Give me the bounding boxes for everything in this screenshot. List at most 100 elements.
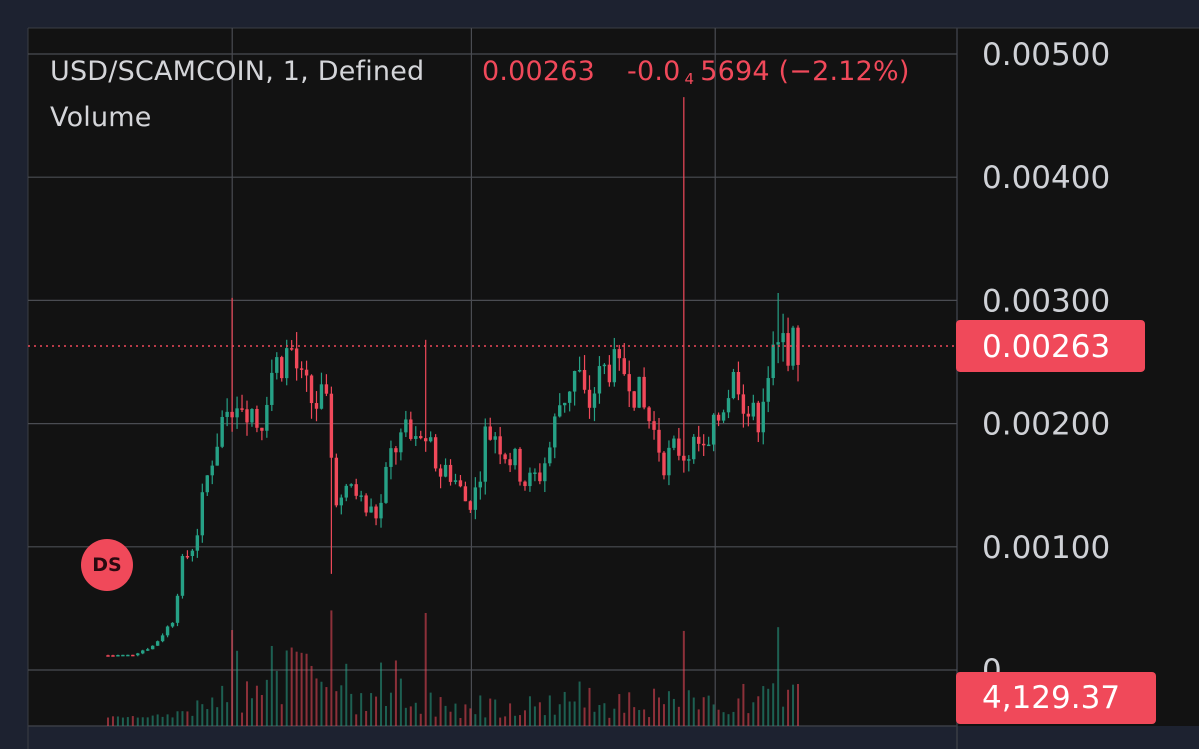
candle-body bbox=[275, 357, 279, 373]
volume-bar bbox=[226, 702, 229, 726]
volume-bar bbox=[613, 708, 616, 726]
volume-bar bbox=[360, 693, 363, 726]
volume-bar bbox=[692, 697, 695, 726]
volume-bar bbox=[459, 717, 462, 726]
candle-body bbox=[582, 369, 587, 390]
volume-bar bbox=[196, 700, 199, 726]
volume-bar bbox=[479, 695, 482, 726]
volume-bar bbox=[345, 663, 348, 726]
candle-body bbox=[309, 375, 314, 404]
candle-body bbox=[741, 394, 746, 414]
volume-bar bbox=[141, 717, 144, 726]
volume-bar bbox=[221, 685, 224, 726]
volume-bar bbox=[707, 695, 710, 726]
last-price-header: 0.00263 bbox=[482, 56, 596, 87]
volume-bar bbox=[181, 711, 184, 726]
candle-body bbox=[131, 654, 135, 657]
volume-bar bbox=[191, 715, 194, 726]
volume-bar bbox=[464, 704, 467, 726]
candle-body bbox=[200, 492, 205, 536]
volume-bar bbox=[494, 699, 497, 726]
volume-bar bbox=[583, 707, 586, 726]
candle-body bbox=[280, 357, 284, 379]
candle-body bbox=[260, 427, 264, 431]
volume-bar bbox=[211, 697, 214, 726]
candle-body bbox=[180, 556, 185, 596]
candle-body bbox=[523, 481, 527, 487]
last-price-tag-text: 0.00263 bbox=[982, 329, 1110, 365]
candle-body bbox=[533, 472, 537, 474]
volume-bar bbox=[166, 714, 169, 726]
volume-bar bbox=[176, 711, 179, 726]
candle-body bbox=[721, 412, 726, 421]
volume-bar bbox=[270, 645, 273, 726]
candle-body bbox=[736, 371, 741, 395]
candle-body bbox=[329, 393, 334, 458]
y-tick-label: 0.00200 bbox=[982, 407, 1110, 443]
volume-bar bbox=[236, 650, 239, 726]
candle-body bbox=[359, 495, 363, 497]
candle-body bbox=[592, 393, 597, 408]
volume-bar bbox=[777, 627, 780, 726]
volume-bar bbox=[325, 687, 328, 726]
volume-bar bbox=[747, 713, 750, 726]
volume-bar bbox=[394, 660, 397, 726]
volume-bar bbox=[658, 697, 661, 726]
candle-body bbox=[488, 426, 492, 440]
candle-body bbox=[692, 436, 696, 460]
volume-bar bbox=[528, 696, 531, 726]
volume-bar bbox=[667, 691, 670, 726]
candle-body bbox=[473, 487, 478, 510]
candle-body bbox=[697, 436, 701, 444]
candle-body bbox=[369, 506, 373, 513]
candle-body bbox=[155, 641, 160, 646]
volume-bar bbox=[563, 691, 566, 726]
volume-bar bbox=[355, 714, 358, 726]
candle-body bbox=[538, 472, 542, 482]
volume-bar bbox=[231, 630, 234, 726]
volume-bar bbox=[151, 715, 154, 726]
volume-bar bbox=[241, 712, 244, 726]
candle-body bbox=[761, 401, 765, 433]
volume-bar bbox=[573, 701, 576, 726]
volume-bar bbox=[424, 613, 427, 726]
symbol-label: USD/SCAMCOIN, 1, Defined bbox=[50, 56, 425, 87]
y-tick-label: 0.00400 bbox=[982, 160, 1110, 196]
candle-body bbox=[294, 348, 299, 369]
ds-badge[interactable]: DS bbox=[81, 539, 133, 591]
volume-bar bbox=[712, 704, 715, 726]
candle-body bbox=[543, 463, 547, 482]
candle-body bbox=[672, 438, 676, 448]
candle-body bbox=[453, 480, 458, 482]
candle-body bbox=[409, 419, 413, 439]
candle-body bbox=[289, 348, 294, 350]
volume-bar bbox=[568, 701, 571, 726]
volume-bar bbox=[737, 698, 740, 726]
candle-body bbox=[364, 495, 368, 513]
volume-bar bbox=[598, 704, 601, 726]
volume-bar bbox=[628, 692, 631, 726]
candle-body bbox=[448, 464, 453, 482]
candle-body bbox=[622, 358, 626, 375]
candle-body bbox=[433, 437, 438, 469]
volume-bar bbox=[717, 709, 720, 726]
candle-body bbox=[468, 501, 473, 510]
candle-body bbox=[344, 485, 348, 498]
volume-bar bbox=[608, 717, 611, 726]
candle-body bbox=[304, 369, 309, 376]
volume-bar bbox=[131, 716, 134, 726]
price-change: -0.0 4 5694 (−2.12%) bbox=[627, 56, 910, 88]
candle-body bbox=[791, 327, 795, 366]
candle-body bbox=[404, 419, 408, 433]
candle-body bbox=[399, 432, 403, 453]
candle-body bbox=[146, 649, 150, 651]
candle-body bbox=[324, 384, 329, 394]
candle-body bbox=[786, 333, 790, 366]
candle-body bbox=[548, 447, 552, 464]
volume-bar bbox=[653, 688, 656, 726]
volume-bar bbox=[136, 717, 139, 726]
change-zero-count: 4 bbox=[684, 70, 695, 88]
volume-bar bbox=[126, 717, 129, 726]
candle-body bbox=[111, 655, 115, 657]
